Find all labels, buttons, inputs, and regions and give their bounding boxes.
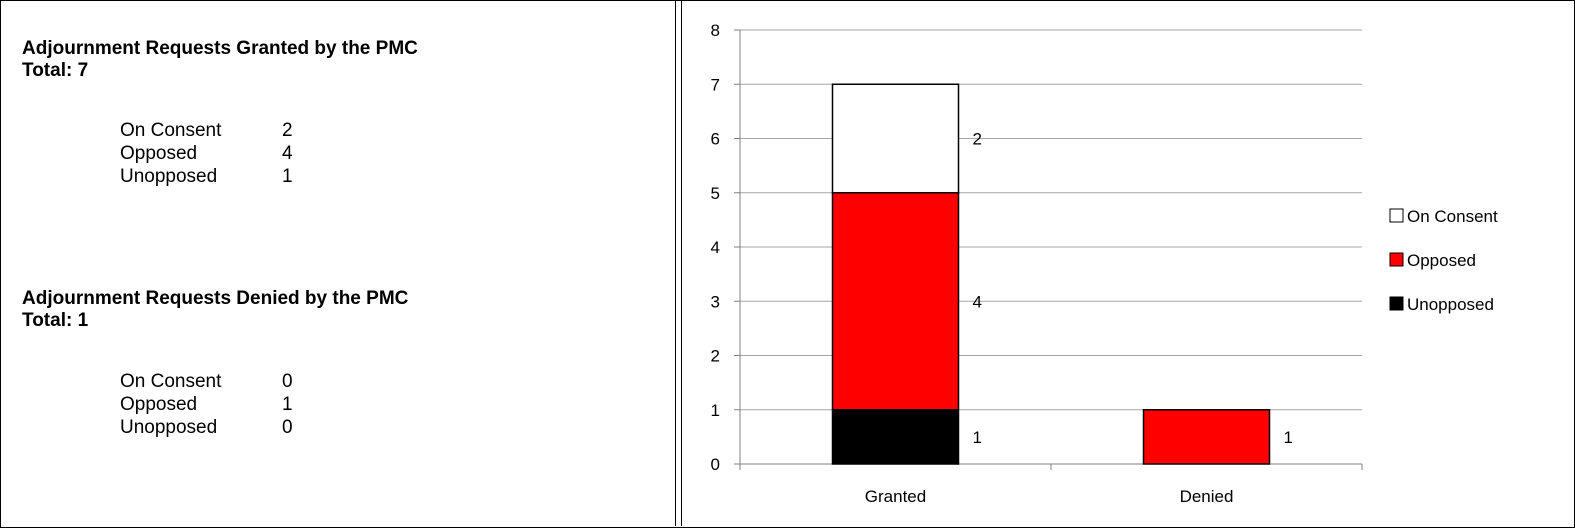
- y-tick-label: 4: [711, 238, 720, 257]
- stat-label: On Consent: [120, 120, 222, 141]
- denied-row-unopposed: Unopposed 0: [120, 417, 293, 439]
- chart-bars: [831, 83, 1271, 465]
- stat-label: Opposed: [120, 394, 198, 415]
- denied-heading: Adjournment Requests Denied by the PMC: [22, 288, 409, 309]
- denied-total: Total: 1: [22, 310, 89, 331]
- bar-on-consent-granted: [831, 83, 960, 194]
- legend-label-unopposed: Unopposed: [1407, 295, 1494, 314]
- y-tick-label: 7: [711, 75, 720, 94]
- data-label: 4: [973, 292, 982, 311]
- y-tick-label: 3: [711, 292, 720, 311]
- legend-swatch-on-consent: [1389, 208, 1404, 223]
- chart-legend: On Consent Opposed Unopposed: [1389, 207, 1498, 314]
- stat-label: On Consent: [120, 371, 222, 392]
- chart-data-labels: 1 4 2 1: [973, 130, 1293, 447]
- stat-value: 0: [282, 371, 293, 392]
- panel-divider: [681, 0, 682, 526]
- granted-row-opposed: Opposed 4: [120, 143, 293, 165]
- denied-row-on-consent: On Consent 0: [120, 371, 293, 393]
- y-tick-label: 2: [711, 347, 720, 366]
- stacked-bar-chart: 0 1 2 3 4 5 6 7 8 Granted Denied 1 4 2 1 On Consent Op…: [711, 21, 1498, 506]
- y-tick-label: 0: [711, 455, 720, 474]
- bar-opposed-denied: [1142, 409, 1271, 465]
- y-tick-label: 8: [711, 21, 720, 40]
- data-label: 1: [1284, 428, 1293, 447]
- legend-swatch-unopposed: [1389, 296, 1404, 311]
- granted-row-on-consent: On Consent 2: [120, 120, 293, 142]
- legend-label-opposed: Opposed: [1407, 251, 1476, 270]
- data-label: 2: [973, 130, 982, 149]
- stat-label: Unopposed: [120, 417, 218, 438]
- data-label: 1: [973, 428, 982, 447]
- stat-value: 1: [282, 394, 293, 415]
- granted-heading: Adjournment Requests Granted by the PMC: [22, 38, 418, 59]
- granted-row-unopposed: Unopposed 1: [120, 166, 293, 188]
- granted-total: Total: 7: [22, 60, 89, 81]
- stat-value: 4: [282, 143, 293, 164]
- bar-opposed-granted: [831, 192, 960, 411]
- denied-row-opposed: Opposed 1: [120, 394, 293, 416]
- bar-unopposed-granted: [831, 409, 960, 465]
- y-tick-label: 1: [711, 401, 720, 420]
- x-category-label: Denied: [1180, 487, 1234, 506]
- x-category-label: Granted: [865, 487, 926, 506]
- y-tick-label: 5: [711, 184, 720, 203]
- stat-value: 2: [282, 120, 293, 141]
- summary-panel: Adjournment Requests Granted by the PMC …: [0, 0, 676, 526]
- stat-label: Opposed: [120, 143, 198, 164]
- stat-label: Unopposed: [120, 166, 218, 187]
- y-tick-label: 6: [711, 130, 720, 149]
- stat-value: 1: [282, 166, 293, 187]
- legend-swatch-opposed: [1389, 252, 1404, 267]
- legend-label-on-consent: On Consent: [1407, 207, 1498, 226]
- stat-value: 0: [282, 417, 293, 438]
